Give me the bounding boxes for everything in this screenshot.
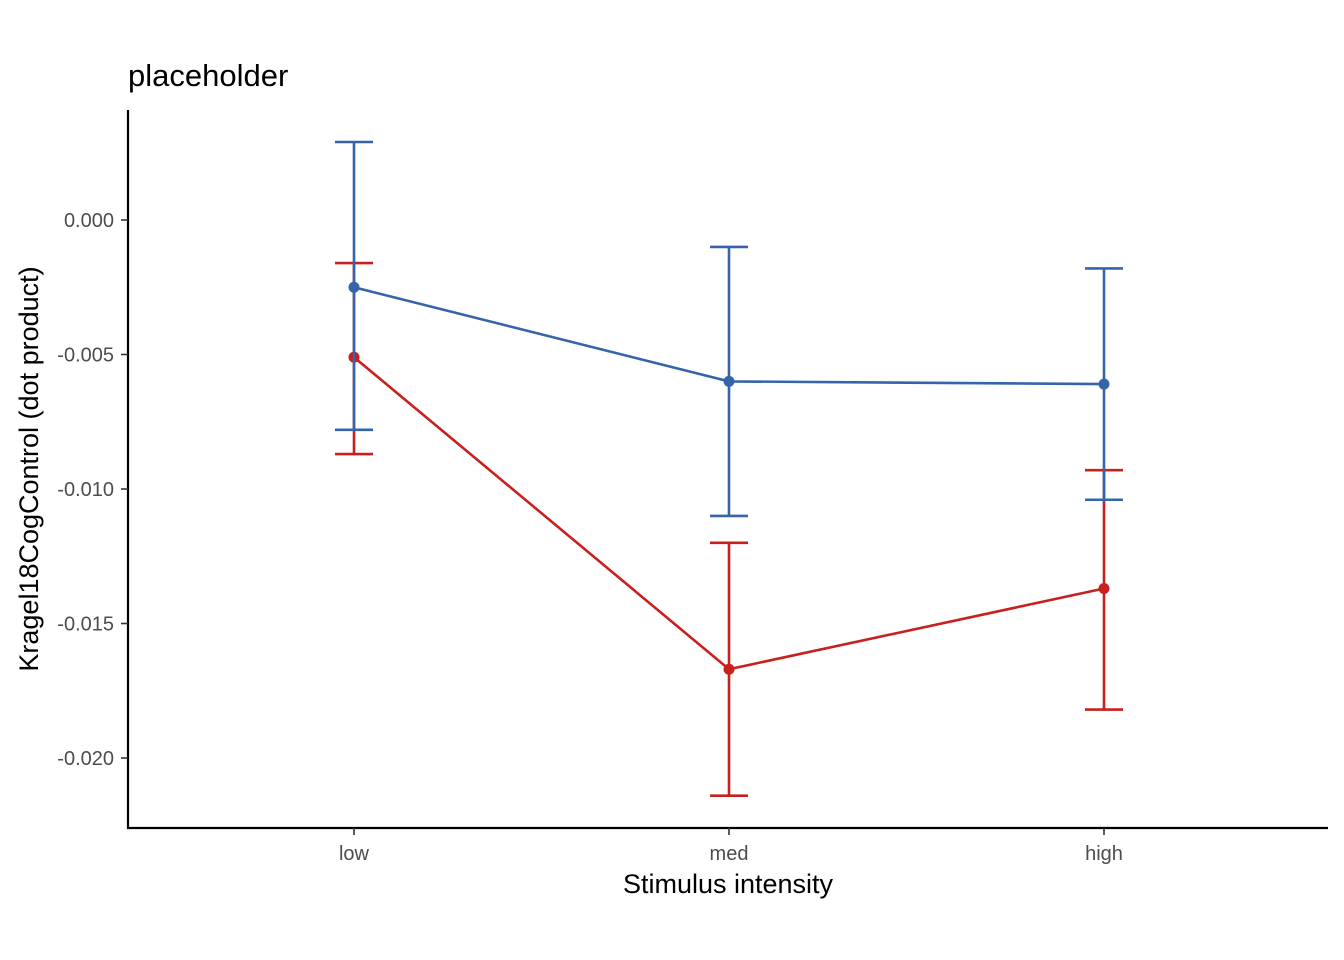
- x-tick-label: high: [1085, 843, 1123, 865]
- y-ticks: 0.000 -0.005 -0.010 -0.015 -0.020: [57, 210, 128, 770]
- y-tick-label: -0.010: [57, 479, 114, 501]
- data-point: [1099, 379, 1110, 390]
- x-axis-title: Stimulus intensity: [623, 869, 834, 899]
- y-tick-label: -0.005: [57, 345, 114, 367]
- y-axis-title: Kragel18CogControl (dot product): [14, 266, 44, 671]
- chart-title: placeholder: [128, 58, 288, 93]
- x-tick-label: med: [710, 843, 749, 865]
- data-point: [1099, 583, 1110, 594]
- y-tick-label: 0.000: [64, 210, 114, 232]
- data-point: [349, 282, 360, 293]
- x-tick-label: low: [339, 843, 370, 865]
- x-ticks: low med high: [339, 828, 1123, 865]
- y-tick-label: -0.020: [57, 748, 114, 770]
- data-point: [724, 664, 735, 675]
- series-blue: [335, 142, 1123, 516]
- y-tick-label: -0.015: [57, 614, 114, 636]
- series-group: [335, 142, 1123, 796]
- data-point: [724, 376, 735, 387]
